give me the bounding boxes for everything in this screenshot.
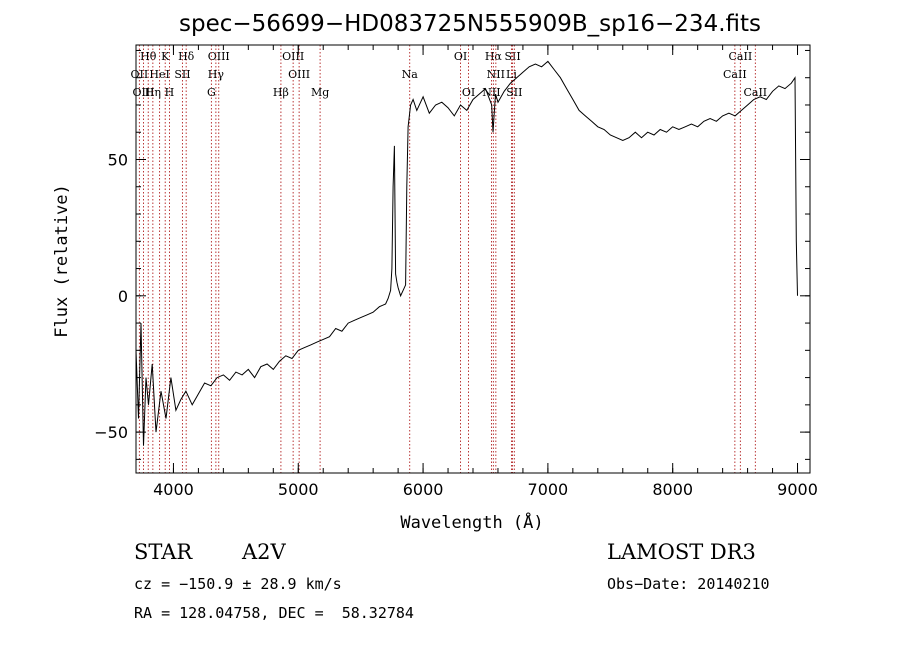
spectral-line-label: Na <box>402 68 419 81</box>
spectral-line-label: OI <box>462 86 475 99</box>
spectral-line-label: CaII <box>723 68 747 81</box>
y-axis: −50 0 50 <box>94 49 810 460</box>
spectral-line-label: G <box>207 86 216 99</box>
spectral-line-label: SII <box>506 86 522 99</box>
chart-title: spec−56699−HD083725N555909B_sp16−234.fit… <box>179 11 761 37</box>
x-tick-label: 5000 <box>278 480 319 499</box>
survey-name: LAMOST DR3 <box>607 540 756 564</box>
observation-date: Obs−Date: 20140210 <box>607 575 770 593</box>
y-tick-label: 0 <box>118 287 128 306</box>
y-tick-label: −50 <box>94 423 128 442</box>
spectral-line-label: OIII <box>288 68 310 81</box>
plot-frame <box>135 44 811 474</box>
spectral-line-label: CaII <box>743 86 767 99</box>
y-axis-label: Flux (relative) <box>52 184 72 338</box>
object-subclass: A2V <box>242 540 286 564</box>
x-axis: 4000 5000 6000 7000 8000 9000 <box>153 45 818 499</box>
spectral-line-label: CaII <box>729 50 753 63</box>
spectral-line-label: OII <box>131 68 149 81</box>
spectral-line-label: OIII <box>208 50 230 63</box>
x-tick-label: 4000 <box>153 480 194 499</box>
object-class: STAR <box>134 540 193 564</box>
x-tick-label: 6000 <box>403 480 444 499</box>
spectral-line-label: OI <box>454 50 467 63</box>
x-axis-label: Wavelength (Å) <box>400 511 543 533</box>
spectral-line-label: HeI <box>149 68 169 81</box>
x-tick-label: 9000 <box>777 480 818 499</box>
spectral-line-label: Mg <box>311 86 329 99</box>
spectrum-line <box>135 60 798 446</box>
y-tick-label: 50 <box>108 150 128 169</box>
spectral-line-label: NII <box>482 86 500 99</box>
spectral-line-label: Hγ <box>208 68 225 81</box>
spectral-line-label: K <box>161 50 170 63</box>
spectral-line-label: Hα <box>485 50 503 63</box>
redshift-cz: cz = −150.9 ± 28.9 km/s <box>134 575 342 593</box>
spectral-line-label: Hδ <box>178 50 195 63</box>
x-tick-label: 7000 <box>528 480 569 499</box>
spectral-line-label: H <box>165 86 175 99</box>
spectral-line-label: Hβ <box>273 86 289 99</box>
spectral-line-label: OIII <box>132 86 154 99</box>
spectral-line-label: SII <box>174 68 190 81</box>
x-tick-label: 8000 <box>652 480 693 499</box>
spectral-line-label: NII <box>487 68 505 81</box>
ra-dec: RA = 128.04758, DEC = 58.32784 <box>134 604 414 622</box>
spectral-line-label: Li <box>506 68 517 81</box>
spectral-line-label: SII <box>504 50 520 63</box>
spectral-line-label: Hθ <box>140 50 157 63</box>
spectral-line-label: OIII <box>282 50 304 63</box>
spectral-line-label: Hη <box>145 86 161 99</box>
